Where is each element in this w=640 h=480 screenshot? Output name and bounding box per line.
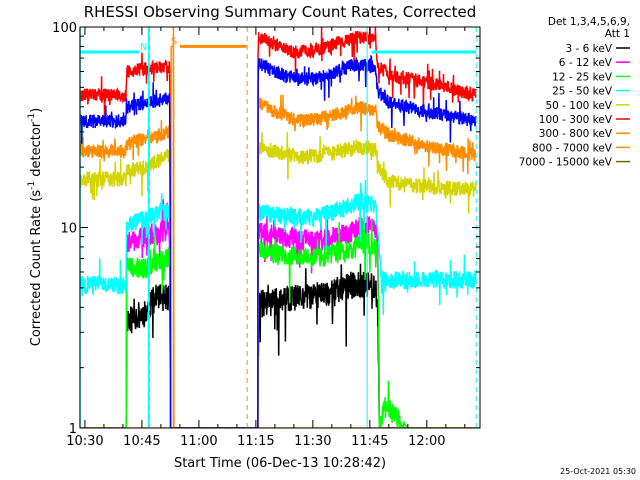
y-axis: 1 10 100 xyxy=(52,21,480,437)
x-tick-label: 11:15 xyxy=(237,434,274,449)
x-axis-label: Start Time (06-Dec-13 10:28:42) xyxy=(174,456,386,471)
y-tick-label: 100 xyxy=(52,21,77,36)
flag-label: N xyxy=(140,42,147,53)
x-tick-label: 11:30 xyxy=(294,434,331,449)
x-tick-label: 12:00 xyxy=(408,434,445,449)
y-axis-label-sup: -1 xyxy=(27,181,37,190)
legend: Det 1,3,4,5,6,9,Att 1 3 - 6 keV 6 - 12 keV… xyxy=(519,16,630,169)
legend-entry-label: 300 - 800 keV xyxy=(539,128,613,140)
y-tick-label: 1 xyxy=(69,422,77,437)
flag-s: S xyxy=(171,27,248,428)
legend-entry-label: 25 - 50 keV xyxy=(552,86,613,98)
series-line xyxy=(80,263,480,428)
series-line xyxy=(80,94,477,428)
x-tick-label: 10:30 xyxy=(66,434,103,449)
plot-area: NS xyxy=(79,27,480,428)
series-line xyxy=(80,218,480,428)
y-axis-label-text: Corrected Count Rate (s xyxy=(29,190,44,347)
legend-header: Att 1 xyxy=(605,28,630,40)
legend-entry-label: 100 - 300 keV xyxy=(539,114,613,126)
legend-entry-label: 6 - 12 keV xyxy=(559,57,613,69)
legend-entry-label: 12 - 25 keV xyxy=(552,71,613,83)
series-line xyxy=(80,199,480,428)
series-line xyxy=(80,27,477,428)
y-axis-label-sup: -1 xyxy=(27,113,37,122)
y-axis-label-text: detector xyxy=(29,121,44,181)
series-line xyxy=(80,132,477,428)
series-line xyxy=(80,179,477,428)
x-tick-label: 11:45 xyxy=(351,434,388,449)
legend-entry-label: 7000 - 15000 keV xyxy=(519,157,613,169)
flag-label: S xyxy=(171,36,177,47)
y-axis-label-text: ) xyxy=(29,108,44,113)
chart-title: RHESSI Observing Summary Count Rates, Co… xyxy=(84,3,477,21)
series-line xyxy=(80,54,477,428)
legend-entry-label: 50 - 100 keV xyxy=(545,100,612,112)
flag-n: N xyxy=(79,27,477,428)
legend-entry-label: 800 - 7000 keV xyxy=(532,142,613,154)
x-tick-label: 11:00 xyxy=(180,434,217,449)
y-tick-label: 10 xyxy=(60,222,77,237)
timestamp: 25-Oct-2021 05:30 xyxy=(560,467,636,476)
legend-header: Det 1,3,4,5,6,9, xyxy=(548,16,630,28)
x-axis: 10:30 10:45 11:00 11:15 11:30 11:45 12:00 xyxy=(66,27,466,449)
x-tick-label: 10:45 xyxy=(123,434,160,449)
y-axis-label: Corrected Count Rate (s-1 detector-1) xyxy=(27,108,44,346)
legend-entry-label: 3 - 6 keV xyxy=(565,43,612,55)
